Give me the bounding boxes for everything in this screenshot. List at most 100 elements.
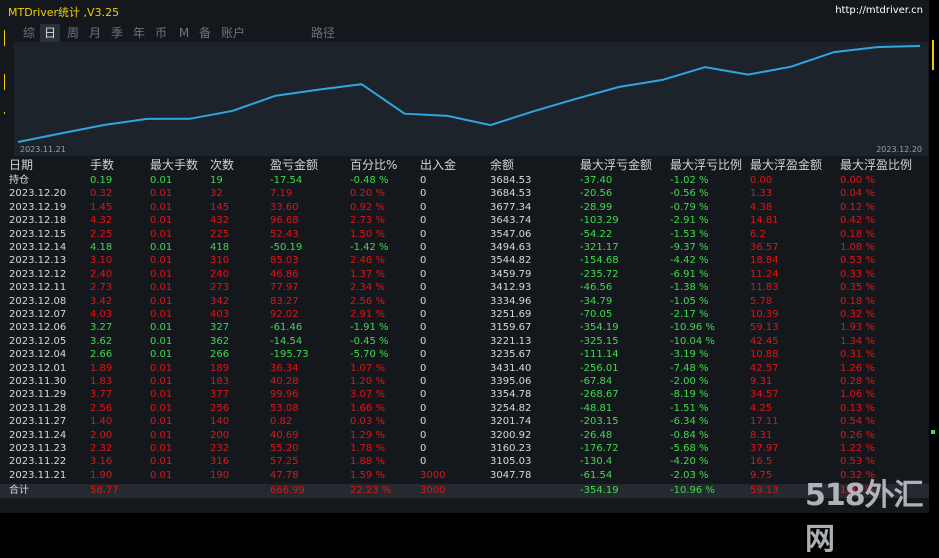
tab-7[interactable]: M xyxy=(178,26,190,40)
table-row[interactable]: 2023.12.20 0.32 0.01 32 7.19 0.20 % 0 3684.53 -2… xyxy=(0,187,929,200)
cell-count: 32 xyxy=(210,188,223,200)
cell-count: 145 xyxy=(210,201,230,213)
cell-date: 2023.12.11 xyxy=(9,282,67,294)
cell-max-lots: 0.01 xyxy=(150,255,173,267)
cell-pct: 1.37 % xyxy=(350,268,385,280)
tab-2[interactable]: 周 xyxy=(66,26,79,40)
cell-date: 2023.12.08 xyxy=(9,295,67,307)
cell-max-float-loss-pct: -1.51 % xyxy=(670,402,709,414)
cell-balance: 3251.69 xyxy=(490,309,532,320)
total-date: 合计 xyxy=(9,485,29,497)
cell-deposit: 0 xyxy=(420,376,427,387)
header-max-lots[interactable]: 最大手数 xyxy=(150,158,199,172)
header-max-float-loss-pct[interactable]: 最大浮亏比例 xyxy=(670,158,743,172)
cell-max-float-loss: -20.56 xyxy=(580,188,613,200)
cell-balance: 3684.53 xyxy=(490,188,532,200)
header-date[interactable]: 日期 xyxy=(9,158,34,172)
tab-5[interactable]: 年 xyxy=(132,26,145,40)
cell-date: 2023.11.21 xyxy=(9,469,67,481)
table-row[interactable]: 2023.12.08 3.42 0.01 342 83.27 2.56 % 0 3334.96… xyxy=(0,295,929,308)
cell-max-float-profit-pct: 0.18 % xyxy=(840,295,875,307)
site-url[interactable]: http://mtdriver.cn xyxy=(835,5,923,16)
table-row[interactable]: 2023.12.05 3.62 0.01 362 -14.54 -0.45 % 0 3221.… xyxy=(0,335,929,348)
table-row[interactable]: 2023.12.12 2.40 0.01 240 46.86 1.37 % 0 3459.79… xyxy=(0,268,929,281)
cell-deposit: 0 xyxy=(420,228,427,240)
cell-count: 183 xyxy=(210,376,230,387)
cell-max-float-profit: 8.31 xyxy=(750,429,773,441)
cell-max-float-profit: 42.57 xyxy=(750,362,779,374)
total-max-float-profit-pct: 1.93 % xyxy=(840,485,875,497)
cell-lots: 0.19 xyxy=(90,175,113,186)
table-row[interactable]: 2023.11.28 2.56 0.01 256 53.08 1.66 % 0 3254.82… xyxy=(0,402,929,415)
table-row[interactable]: 2023.11.21 1.90 0.01 190 47.78 1.59 % 3000 3047… xyxy=(0,469,929,482)
cell-max-float-loss: -321.17 xyxy=(580,242,619,253)
header-balance[interactable]: 余额 xyxy=(490,158,515,172)
cell-max-float-profit-pct: 0.13 % xyxy=(840,402,875,414)
cell-max-float-loss: -103.29 xyxy=(580,215,619,227)
cell-max-float-profit-pct: 0.32 % xyxy=(840,469,875,481)
tab-0[interactable]: 综 xyxy=(22,26,35,40)
table-row[interactable]: 2023.11.24 2.00 0.01 200 40.69 1.29 % 0 3200.92… xyxy=(0,429,929,442)
tab-3[interactable]: 月 xyxy=(88,26,101,40)
tab-8[interactable]: 备 xyxy=(198,26,211,40)
cell-lots: 1.83 xyxy=(90,376,113,387)
cell-date: 2023.12.04 xyxy=(9,349,67,361)
app-title: MTDriver统计 ,V3.25 xyxy=(8,6,120,19)
tab-4[interactable]: 季 xyxy=(110,26,123,40)
cell-max-float-profit: 9.75 xyxy=(750,469,773,481)
table-row[interactable]: 2023.12.01 1.89 0.01 189 36.34 1.07 % 0 3431.40… xyxy=(0,362,929,375)
table-row[interactable]: 2023.11.30 1.83 0.01 183 40.28 1.20 % 0 3395.06… xyxy=(0,375,929,388)
cell-balance: 3494.63 xyxy=(490,242,532,253)
cell-pct: -1.42 % xyxy=(350,242,389,253)
table-row[interactable]: 2023.12.13 3.10 0.01 310 85.03 2.46 % 0 3544.82… xyxy=(0,254,929,267)
cell-count: 316 xyxy=(210,456,230,468)
table-row[interactable]: 2023.12.15 2.25 0.01 225 52.43 1.50 % 0 3547.06… xyxy=(0,228,929,241)
table-row[interactable]: 2023.12.11 2.73 0.01 273 77.97 2.34 % 0 3412.93… xyxy=(0,281,929,294)
tab-9[interactable]: 账户 xyxy=(220,26,245,40)
tab-10[interactable]: 路径 xyxy=(310,26,335,40)
cell-max-float-loss-pct: -0.84 % xyxy=(670,429,709,441)
cell-max-float-profit: 4.25 xyxy=(750,402,773,414)
cell-deposit: 0 xyxy=(420,335,427,347)
table-row[interactable]: 2023.11.27 1.40 0.01 140 0.82 0.03 % 0 3201.74 -… xyxy=(0,415,929,428)
header-max-float-profit-pct[interactable]: 最大浮盈比例 xyxy=(840,158,913,172)
table-row[interactable]: 持仓 0.19 0.01 19 -17.54 -0.48 % 0 3684.53 -37.40 -… xyxy=(0,174,929,187)
table-row[interactable]: 2023.12.19 1.45 0.01 145 33.60 0.92 % 0 3677.34… xyxy=(0,201,929,214)
cell-lots: 2.73 xyxy=(90,282,113,294)
cell-lots: 2.32 xyxy=(90,443,113,454)
cell-pnl: 85.03 xyxy=(270,255,299,267)
cell-max-float-loss: -46.56 xyxy=(580,282,613,294)
cell-count: 273 xyxy=(210,282,230,294)
total-max-float-profit: 59.13 xyxy=(750,485,779,497)
cell-balance: 3395.06 xyxy=(490,376,532,387)
cell-max-lots: 0.01 xyxy=(150,268,173,280)
header-max-float-profit[interactable]: 最大浮盈金额 xyxy=(750,158,823,172)
cell-max-float-profit: 14.81 xyxy=(750,215,779,227)
table-row[interactable]: 2023.11.22 3.16 0.01 316 57.25 1.88 % 0 3105.03… xyxy=(0,455,929,468)
table-row[interactable]: 2023.12.18 4.32 0.01 432 96.68 2.73 % 0 3643.74… xyxy=(0,214,929,227)
tab-6[interactable]: 币 xyxy=(154,26,167,40)
header-count[interactable]: 次数 xyxy=(210,158,235,172)
cell-deposit: 0 xyxy=(420,295,427,307)
cell-max-lots: 0.01 xyxy=(150,201,173,213)
cell-max-float-loss-pct: -10.04 % xyxy=(670,335,715,347)
cell-deposit: 0 xyxy=(420,389,427,401)
cell-lots: 1.90 xyxy=(90,469,113,481)
cell-lots: 0.32 xyxy=(90,188,113,200)
header-pct[interactable]: 百分比% xyxy=(350,158,398,172)
tab-1[interactable]: 日 xyxy=(40,24,60,42)
header-lots[interactable]: 手数 xyxy=(90,158,115,172)
header-deposit[interactable]: 出入金 xyxy=(420,158,457,172)
cell-max-lots: 0.01 xyxy=(150,215,173,227)
cell-count: 362 xyxy=(210,335,230,347)
header-max-float-loss[interactable]: 最大浮亏金额 xyxy=(580,158,653,172)
table-row[interactable]: 2023.12.06 3.27 0.01 327 -61.46 -1.91 % 0 3159.… xyxy=(0,321,929,334)
table-row[interactable]: 2023.12.07 4.03 0.01 403 92.02 2.91 % 0 3251.69… xyxy=(0,308,929,321)
table-row[interactable]: 2023.11.29 3.77 0.01 377 99.96 3.07 % 0 3354.78… xyxy=(0,388,929,401)
table-row[interactable]: 2023.12.14 4.18 0.01 418 -50.19 -1.42 % 0 3494.… xyxy=(0,241,929,254)
header-pnl[interactable]: 盈亏金额 xyxy=(270,158,319,172)
table-row[interactable]: 2023.12.04 2.66 0.01 266 -195.73 -5.70 % 0 3235… xyxy=(0,348,929,361)
cell-max-float-profit-pct: 0.31 % xyxy=(840,349,875,361)
table-row[interactable]: 2023.11.23 2.32 0.01 232 55.20 1.78 % 0 3160.23… xyxy=(0,442,929,455)
cell-pnl: 7.19 xyxy=(270,188,293,200)
